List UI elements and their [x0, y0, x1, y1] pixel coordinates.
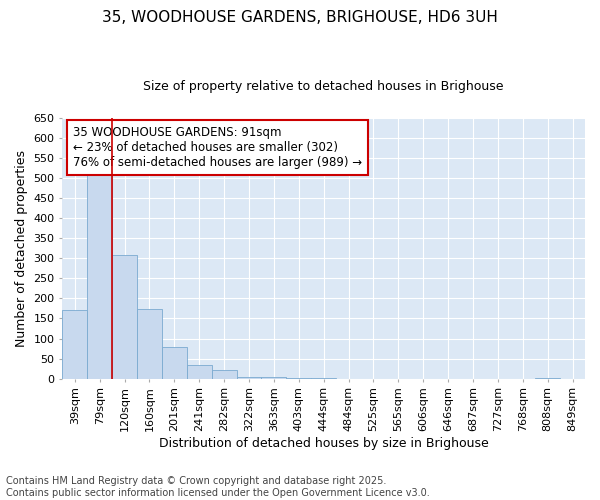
Bar: [62, 310, 87, 378]
Bar: [112, 255, 137, 378]
Bar: [137, 309, 162, 378]
Bar: [162, 346, 187, 378]
X-axis label: Distribution of detached houses by size in Brighouse: Distribution of detached houses by size …: [159, 437, 488, 450]
Bar: [87, 174, 112, 378]
Title: Size of property relative to detached houses in Brighouse: Size of property relative to detached ho…: [143, 80, 504, 93]
Y-axis label: Number of detached properties: Number of detached properties: [15, 150, 28, 346]
Bar: [212, 370, 236, 378]
Bar: [187, 366, 212, 378]
Text: 35, WOODHOUSE GARDENS, BRIGHOUSE, HD6 3UH: 35, WOODHOUSE GARDENS, BRIGHOUSE, HD6 3U…: [102, 10, 498, 25]
Bar: [236, 376, 262, 378]
Text: Contains HM Land Registry data © Crown copyright and database right 2025.
Contai: Contains HM Land Registry data © Crown c…: [6, 476, 430, 498]
Text: 35 WOODHOUSE GARDENS: 91sqm
← 23% of detached houses are smaller (302)
76% of se: 35 WOODHOUSE GARDENS: 91sqm ← 23% of det…: [73, 126, 362, 168]
Bar: [262, 376, 286, 378]
